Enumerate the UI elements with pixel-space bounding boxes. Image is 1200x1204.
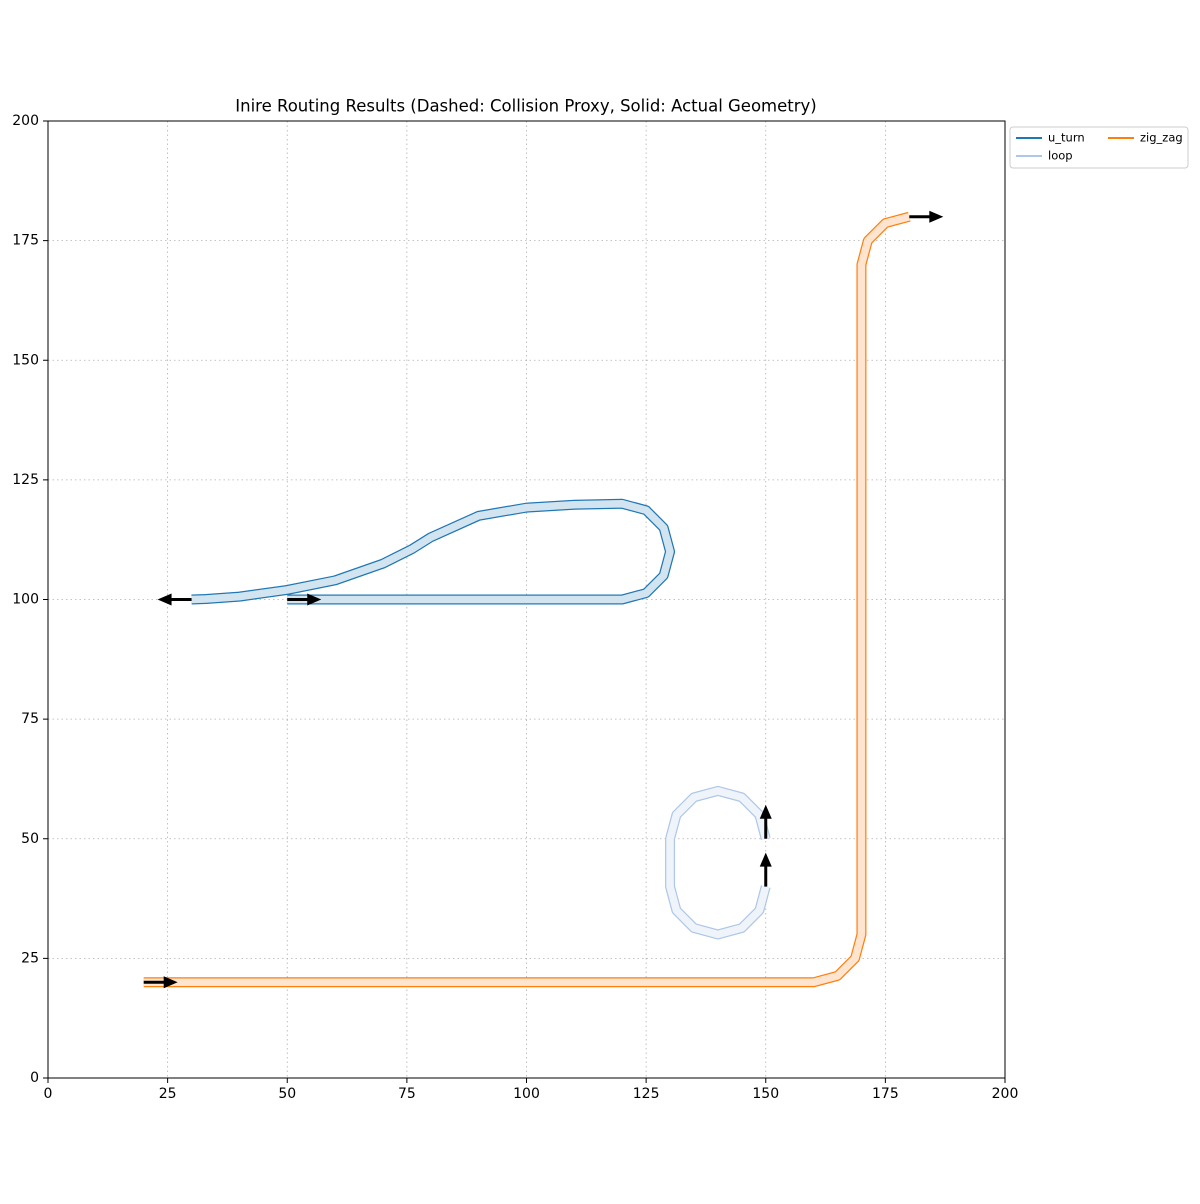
route-body [666, 787, 770, 939]
route-body [143, 213, 911, 987]
y-tick-label: 100 [12, 592, 39, 608]
x-tick-label: 100 [513, 1086, 540, 1102]
y-tick-label: 50 [21, 831, 39, 847]
port-arrow-head [157, 593, 172, 606]
route-proxy [191, 500, 674, 604]
legend-box [1009, 126, 1189, 169]
x-tick-label: 125 [633, 1086, 660, 1102]
legend-label: zig_zag [1140, 131, 1183, 145]
port-arrow-head [759, 852, 772, 867]
route-proxy [666, 787, 770, 939]
x-tick-label: 75 [398, 1086, 416, 1102]
legend-label: u_turn [1048, 131, 1085, 145]
axes: 0 25 50 75 100 125 150 175 200 0 25 50 75 100 125 150 17… [12, 113, 1018, 1102]
y-tick-label: 125 [12, 472, 39, 488]
y-tick-label: 150 [12, 352, 39, 368]
port-arrow-head [759, 804, 772, 819]
port-arrow-head [163, 976, 178, 989]
legend-label: loop [1048, 149, 1073, 163]
y-tick-label: 25 [21, 950, 39, 966]
chart-title: Inire Routing Results (Dashed: Collision… [235, 97, 817, 116]
x-tick-label: 150 [752, 1086, 779, 1102]
x-tick-label: 175 [872, 1086, 899, 1102]
port-arrow-head [307, 593, 322, 606]
y-tick-label: 75 [21, 711, 39, 727]
port-arrow-head [929, 210, 944, 223]
route-proxy [143, 213, 911, 987]
y-tick-label: 175 [12, 233, 39, 249]
y-tick-label: 200 [12, 113, 39, 129]
x-tick-label: 50 [278, 1086, 296, 1102]
x-tick-label: 0 [44, 1086, 53, 1102]
x-tick-label: 25 [159, 1086, 177, 1102]
route-body [191, 500, 674, 604]
plot-area [143, 210, 944, 989]
y-tick-label: 0 [30, 1070, 39, 1086]
x-tick-label: 200 [992, 1086, 1019, 1102]
